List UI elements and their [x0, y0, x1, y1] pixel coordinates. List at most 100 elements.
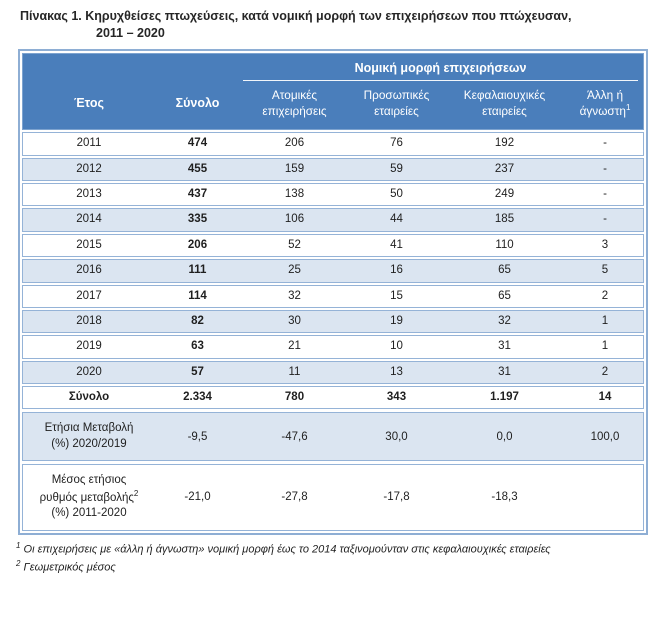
- col-header-personal: Προσωπικές εταιρείες: [363, 88, 430, 118]
- footnote-2-text: Γεωμετρικός μέσος: [23, 561, 116, 574]
- personal-cell: 19: [390, 314, 403, 327]
- col-header-other-label: Άλλη ή άγνωστη: [579, 87, 626, 118]
- footnote-1-marker: 1: [16, 540, 21, 550]
- table-row-2012: 2012 455 159 59 237 -: [22, 157, 644, 182]
- year-cell: 2020: [76, 365, 102, 378]
- group-header-row: Νομική μορφή επιχειρήσεων: [23, 54, 643, 81]
- individual-cell: -27,8: [281, 491, 308, 504]
- capital-cell: 110: [495, 238, 514, 251]
- table-row-2019: 2019 63 21 10 31 1: [22, 335, 644, 359]
- table-row-2014: 2014 335 106 44 185 -: [22, 208, 644, 232]
- capital-cell: 249: [494, 188, 515, 201]
- table-row-2018: 2018 82 30 19 32 1: [22, 309, 644, 334]
- capital-cell: 192: [494, 137, 515, 150]
- individual-cell: 11: [288, 365, 301, 378]
- total-cell: -9,5: [187, 430, 208, 443]
- table-row-2020: 2020 57 11 13 31 2: [22, 360, 644, 385]
- personal-cell: -17,8: [383, 491, 410, 504]
- other-cell: 14: [598, 391, 612, 404]
- year-cell: 2012: [76, 162, 102, 175]
- table-row-2016: 2016 111 25 16 65 5: [22, 259, 644, 283]
- total-cell: 335: [187, 213, 208, 226]
- total-cell: 437: [187, 188, 208, 201]
- personal-cell: 44: [390, 213, 403, 226]
- individual-cell: 159: [284, 162, 305, 175]
- year-cell: 2014: [76, 213, 102, 226]
- year-cell: 2015: [76, 238, 102, 251]
- capital-cell: 32: [498, 314, 511, 327]
- other-cell: 1: [601, 340, 609, 353]
- personal-cell: 41: [390, 238, 403, 251]
- individual-cell: -47,6: [281, 430, 308, 443]
- avg-change-label-line2: ρυθμός μεταβολής2: [39, 489, 139, 504]
- group-header-legal-form: Νομική μορφή επιχειρήσεων: [243, 58, 638, 81]
- annual-change-label-line1: Ετήσια Μεταβολή: [44, 422, 134, 435]
- title-line2: 2011 – 2020: [96, 25, 165, 40]
- personal-cell: 10: [390, 340, 403, 353]
- page: Πίνακας 1. Κηρυχθείσες πτωχεύσεις, κατά …: [0, 0, 672, 576]
- capital-cell: 0,0: [496, 430, 513, 443]
- other-cell: [565, 490, 645, 506]
- other-cell: -: [603, 213, 607, 226]
- personal-cell: 16: [390, 264, 403, 277]
- personal-cell: 50: [390, 188, 403, 201]
- table-header: Νομική μορφή επιχειρήσεων Έτος Σύνολο Ατ…: [22, 52, 644, 131]
- year-cell: 2019: [76, 340, 102, 353]
- total-cell: 2.334: [183, 391, 212, 404]
- col-header-other-footnote-ref: 1: [625, 103, 631, 113]
- personal-cell: 30,0: [385, 430, 408, 443]
- other-cell: -: [603, 137, 607, 150]
- column-header-row: Έτος Σύνολο Ατομικές επιχειρήσεις Προσωπ…: [23, 81, 643, 130]
- other-cell: 2: [601, 289, 609, 302]
- capital-cell: 237: [494, 162, 515, 175]
- total-cell: -21,0: [184, 491, 211, 504]
- title-line1: Πίνακας 1. Κηρυχθείσες πτωχεύσεις, κατά …: [20, 9, 572, 23]
- col-header-other: Άλλη ή άγνωστη1: [565, 88, 645, 120]
- footnote-2: 2 Γεωμετρικός μέσος: [16, 558, 648, 576]
- col-header-year: Έτος: [73, 96, 105, 111]
- group-header-spacer: [23, 58, 238, 81]
- table-row-2011: 2011 474 206 76 192 -: [22, 132, 644, 156]
- total-cell: 111: [188, 264, 207, 277]
- table-row-annual-change: Ετήσια Μεταβολή (%) 2020/2019 -9,5 -47,6…: [22, 412, 644, 462]
- avg-change-label: Μέσος ετήσιος ρυθμός μεταβολής2 (%) 2011…: [23, 465, 155, 529]
- total-cell: 114: [188, 289, 207, 302]
- footnote-2-marker: 2: [16, 559, 21, 569]
- total-cell: 82: [191, 314, 204, 327]
- other-cell: -: [603, 162, 607, 175]
- year-cell: 2013: [76, 188, 102, 201]
- avg-change-footnote-ref: 2: [133, 489, 139, 498]
- individual-cell: 106: [284, 213, 305, 226]
- individual-cell: 30: [288, 314, 301, 327]
- capital-cell: 185: [494, 213, 515, 226]
- table-title: Πίνακας 1. Κηρυχθείσες πτωχεύσεις, κατά …: [0, 0, 672, 42]
- other-cell: 2: [601, 365, 609, 378]
- capital-cell: 31: [498, 365, 511, 378]
- personal-cell: 76: [390, 137, 403, 150]
- annual-change-label: Ετήσια Μεταβολή (%) 2020/2019: [23, 413, 155, 460]
- other-cell: 100,0: [590, 430, 620, 443]
- individual-cell: 780: [284, 391, 305, 404]
- footnotes: 1 Οι επιχειρήσεις με «άλλη ή άγνωστη» νο…: [16, 540, 648, 576]
- table-row-total: Σύνολο 2.334 780 343 1.197 14: [22, 386, 644, 410]
- col-header-individual: Ατομικές επιχειρήσεις: [262, 88, 327, 118]
- individual-cell: 32: [288, 289, 301, 302]
- individual-cell: 21: [288, 340, 301, 353]
- individual-cell: 206: [284, 137, 305, 150]
- total-cell: 455: [187, 162, 208, 175]
- capital-cell: -18,3: [491, 491, 518, 504]
- personal-cell: 59: [390, 162, 403, 175]
- table-row-2015: 2015 206 52 41 110 3: [22, 233, 644, 258]
- individual-cell: 25: [288, 264, 301, 277]
- col-header-total: Σύνολο: [175, 96, 220, 111]
- total-cell: 474: [187, 137, 208, 150]
- total-cell: 206: [187, 238, 208, 251]
- avg-change-label-line1: Μέσος ετήσιος: [51, 474, 127, 487]
- other-cell: -: [603, 188, 607, 201]
- table-row-avg-change: Μέσος ετήσιος ρυθμός μεταβολής2 (%) 2011…: [22, 464, 645, 531]
- capital-cell: 1.197: [490, 391, 519, 404]
- table-row-2017: 2017 114 32 15 65 2: [22, 284, 644, 308]
- other-cell: 5: [601, 264, 609, 277]
- year-cell: 2011: [76, 137, 102, 150]
- total-row-label: Σύνολο: [68, 391, 110, 404]
